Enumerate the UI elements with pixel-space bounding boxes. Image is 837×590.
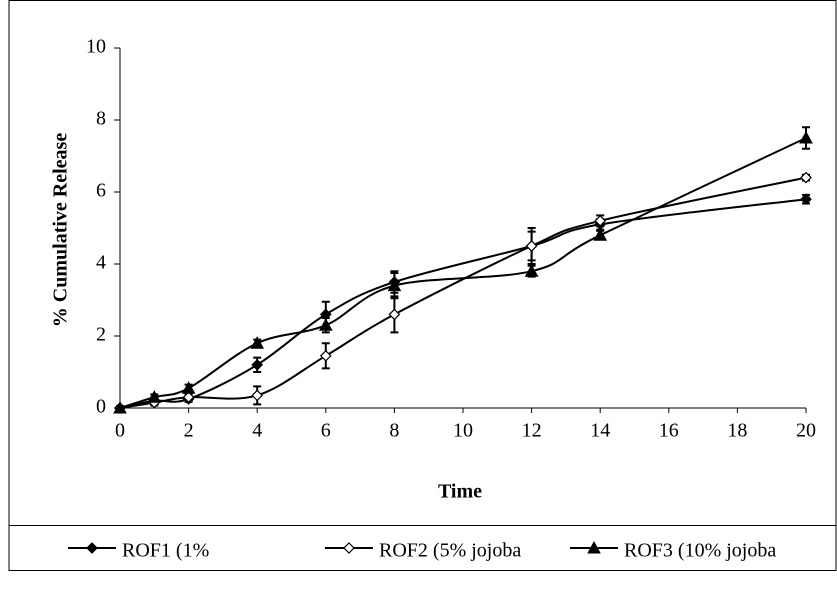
y-tick-label: 6 xyxy=(96,180,106,202)
y-tick-label: 10 xyxy=(86,36,106,58)
y-tick-label: 8 xyxy=(96,108,106,130)
legend-marker xyxy=(343,542,355,554)
data-point xyxy=(147,390,162,403)
data-point xyxy=(182,391,195,404)
legend-label: ROF2 (5% jojoba xyxy=(379,540,521,562)
x-tick-label: 0 xyxy=(115,420,125,442)
data-point xyxy=(388,308,401,321)
data-point xyxy=(800,193,812,206)
data-point xyxy=(250,336,265,349)
y-axis-label: % Cumulative Release xyxy=(50,133,72,328)
x-tick-label: 6 xyxy=(321,420,331,442)
x-tick-label: 18 xyxy=(727,420,747,442)
x-tick-label: 12 xyxy=(522,420,542,442)
series-line xyxy=(119,198,807,409)
data-point xyxy=(524,264,539,277)
series-line xyxy=(119,176,807,409)
series-line xyxy=(119,137,807,409)
data-point xyxy=(251,358,264,371)
data-point xyxy=(318,318,333,331)
data-point xyxy=(387,278,402,292)
data-point xyxy=(181,381,196,394)
legend-marker xyxy=(86,542,98,554)
data-point xyxy=(594,214,607,227)
data-point xyxy=(319,349,332,362)
legend-frame xyxy=(8,525,837,571)
x-tick-label: 4 xyxy=(252,420,262,442)
legend-label: ROF1 (1% xyxy=(122,540,209,562)
x-tick-label: 16 xyxy=(659,420,679,442)
data-point xyxy=(800,171,812,184)
y-tick-label: 0 xyxy=(96,396,106,418)
chart-frame xyxy=(8,0,837,526)
data-point xyxy=(251,389,264,402)
data-point xyxy=(113,400,127,414)
x-tick-label: 14 xyxy=(590,420,610,442)
y-tick-label: 2 xyxy=(96,324,106,346)
x-tick-label: 20 xyxy=(796,420,816,442)
x-axis-label: Time xyxy=(438,481,482,503)
x-tick-label: 2 xyxy=(184,420,194,442)
data-point xyxy=(799,130,813,144)
y-tick-label: 4 xyxy=(96,252,106,274)
data-point xyxy=(525,240,538,252)
legend-marker xyxy=(587,540,601,554)
data-point xyxy=(593,228,608,241)
legend-label: ROF3 (10% jojoba xyxy=(624,540,776,562)
x-tick-label: 10 xyxy=(453,420,473,442)
x-tick-label: 8 xyxy=(389,420,399,442)
